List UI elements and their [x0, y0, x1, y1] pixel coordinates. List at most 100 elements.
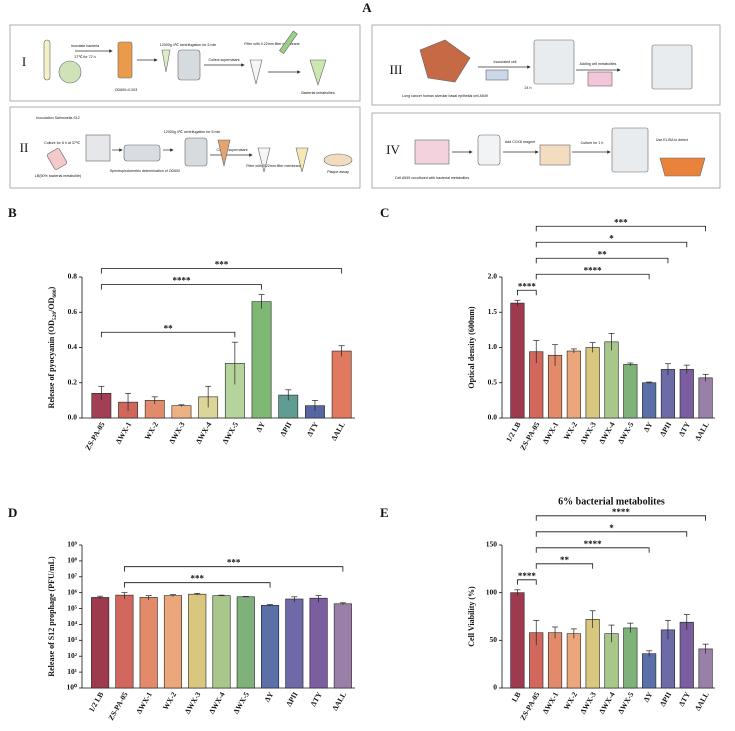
bar: [333, 603, 352, 689]
significance-bracket: [100, 331, 236, 338]
x-tick-label: ΔWX-5: [220, 420, 240, 445]
icon: [611, 127, 649, 173]
y-axis-label-part: /OD: [47, 297, 56, 312]
x-tick-label: ΔWX-5: [616, 690, 636, 715]
x-tick-label: ΔALL: [330, 690, 348, 712]
x-tick-label: ΔWX-5: [231, 690, 251, 715]
bar: [698, 648, 713, 689]
significance-bracket: [124, 566, 344, 572]
numeral: IV: [386, 142, 400, 157]
icon: [85, 134, 111, 162]
significance-label: ****: [172, 276, 191, 286]
step: Add CCK8 reagent: [505, 140, 535, 144]
step: Collect supernatant: [217, 148, 248, 152]
icon: [295, 147, 309, 173]
step: OD600=0.003: [115, 88, 137, 92]
step: 12000g 4℃ centrifugation for 5 min: [160, 43, 217, 47]
step: 24 h: [525, 86, 532, 90]
x-tick-label: ΔWX-3: [578, 420, 598, 445]
icon: [539, 144, 571, 166]
y-tick-label: 10⁶: [67, 587, 78, 596]
bar: [585, 619, 600, 689]
bar: [547, 632, 563, 689]
icon: [123, 144, 161, 162]
significance-label: ***: [215, 260, 229, 270]
bar: [212, 595, 231, 689]
y-tick-label: 10⁸: [67, 556, 78, 565]
x-tick-label: WX-2: [562, 420, 580, 441]
y-tick-label: 10³: [67, 635, 78, 644]
step: Filter with 0.22mm filter membrane: [244, 42, 299, 46]
bar: [604, 341, 619, 419]
step: Inoculate bacteria: [71, 44, 99, 48]
x-tick-label: ΔWX-1: [134, 690, 154, 715]
x-tick-label: 1/2 LB: [87, 690, 106, 713]
bar: [163, 595, 182, 689]
step: Culture for 1 h: [581, 141, 604, 145]
y-tick-label: 2.0: [488, 272, 498, 281]
icon: [414, 139, 450, 165]
significance-bracket: [535, 257, 669, 264]
step: Long cancer human alveolar basal epithel…: [402, 94, 488, 98]
y-tick-label: 0.8: [68, 272, 78, 281]
significance-bracket: [100, 268, 343, 274]
chart-title: 6% bacterial metabolites: [558, 496, 665, 507]
significance-bracket: [535, 531, 688, 537]
panel-label: B: [8, 205, 17, 220]
significance-label: *: [609, 523, 614, 533]
x-tick-label: ΔY: [262, 690, 275, 704]
y-tick-label: 1.0: [488, 342, 498, 351]
bar: [679, 369, 694, 419]
significance-label: ****: [518, 281, 537, 291]
y-tick-label: 0.0: [488, 413, 498, 422]
x-tick-label: WX-2: [562, 690, 580, 711]
x-tick-label: LB: [510, 690, 523, 703]
y-tick-label: 0: [493, 683, 497, 692]
x-tick-label: WX-2: [143, 420, 161, 441]
significance-label: ****: [518, 571, 537, 581]
x-tick-label: ΔPII: [278, 420, 293, 438]
x-tick-label: ΔWX-4: [597, 690, 617, 715]
x-tick-label: ΔWX-1: [541, 690, 561, 715]
y-tick-label: 100: [486, 587, 498, 596]
x-tick-label: ΔWX-3: [578, 690, 598, 715]
y-tick-label: 1.5: [488, 307, 498, 316]
icon: [257, 147, 271, 173]
x-tick-label: ΔPII: [658, 690, 673, 708]
x-tick-label: ΔY: [254, 420, 267, 434]
significance-bracket: [100, 284, 262, 290]
significance-label: ****: [612, 507, 631, 517]
step: Use ELISA to detect: [656, 138, 688, 142]
significance-bracket: [535, 225, 706, 232]
x-tick-label: ΔPII: [284, 690, 299, 708]
panel-label: D: [8, 505, 17, 520]
y-tick-label: 0.6: [68, 307, 78, 316]
x-tick-label: ΔWX-1: [541, 420, 561, 445]
numeral: III: [390, 62, 403, 77]
bar: [115, 594, 134, 689]
icon: [419, 39, 471, 83]
x-tick-label: ΔALL: [329, 420, 347, 442]
x-tick-label: ΔALL: [693, 420, 711, 442]
icon: [659, 157, 706, 177]
significance-bracket: [535, 273, 650, 280]
y-axis-label: Release of S12 prophage (PFU/mL): [47, 556, 56, 677]
icon: [161, 49, 171, 73]
x-tick-label: ΔWX-1: [114, 420, 134, 445]
y-tick-label: 0.0: [68, 413, 78, 422]
step: Adding cell metabolites: [580, 62, 617, 66]
x-tick-label: ΔWX-5: [616, 420, 636, 445]
panel-label: A: [362, 0, 372, 15]
step: 37℃ for 72 h: [74, 55, 95, 59]
significance-bracket: [535, 547, 650, 553]
icon: [485, 69, 509, 81]
x-tick-label: ΔTY: [308, 690, 324, 708]
x-tick-label: ΔALL: [693, 690, 711, 712]
y-axis-label: Release of pyocyanin (OD520/OD600): [47, 286, 58, 408]
y-axis-label-part: ): [47, 286, 56, 289]
y-tick-label: 0.5: [488, 377, 498, 386]
step: LB(50% bacterial metabolite): [35, 174, 81, 178]
step: Cell A549 cocultured with bacterial meta…: [395, 176, 470, 180]
step: Inoculation Salmonella S12: [36, 116, 80, 120]
